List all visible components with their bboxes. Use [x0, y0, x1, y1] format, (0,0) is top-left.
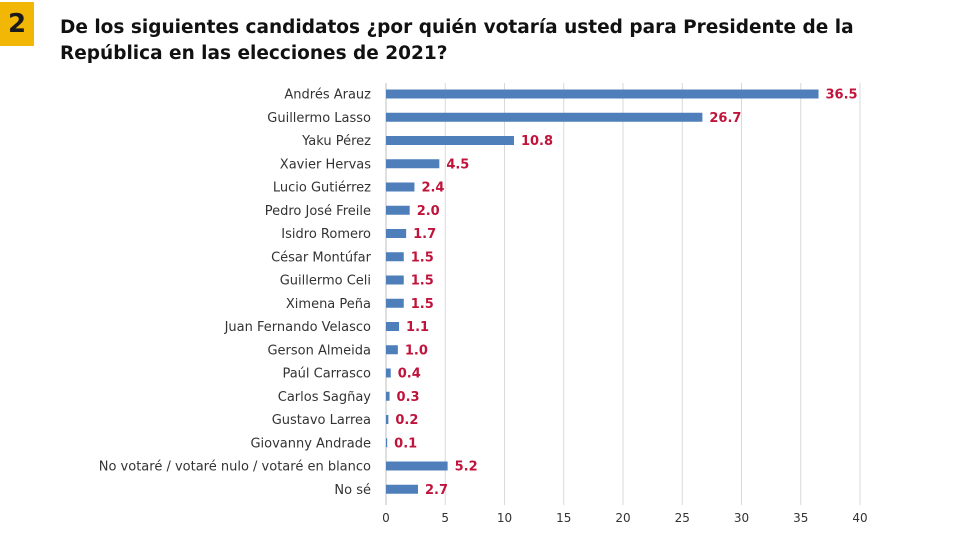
category-labels: Andrés Arauz Guillermo Lasso Yaku Pérez Xav…: [99, 88, 372, 498]
category-label: Isidro Romero: [281, 227, 371, 242]
bar: [386, 368, 391, 378]
category-label: Giovanny Andrade: [250, 436, 371, 451]
category-label: Juan Fernando Velasco: [224, 320, 371, 335]
x-tick-label: 0: [382, 511, 390, 525]
bar: [386, 182, 415, 192]
category-label: Carlos Sagñay: [278, 390, 372, 405]
value-label: 2.7: [425, 483, 448, 498]
category-label: Lucio Gutiérrez: [273, 181, 371, 196]
value-label: 36.5: [826, 88, 858, 103]
question-number-badge: 2: [0, 2, 34, 46]
category-label: No sé: [334, 483, 371, 498]
x-tick-label: 20: [615, 511, 630, 525]
value-label: 1.0: [405, 343, 428, 358]
category-label: No votaré / votaré nulo / votaré en blan…: [99, 460, 371, 475]
value-label: 1.7: [413, 227, 436, 242]
value-label: 0.4: [398, 367, 421, 382]
category-label: Yaku Pérez: [301, 134, 371, 149]
question-title: De los siguientes candidatos ¿por quién …: [60, 17, 854, 64]
value-label: 1.1: [406, 320, 429, 335]
bar: [386, 136, 514, 145]
category-label: Pedro José Freile: [265, 204, 371, 219]
bar: [386, 112, 703, 122]
value-label: 2.0: [417, 204, 440, 219]
value-label: 0.3: [397, 390, 420, 405]
value-label: 1.5: [411, 250, 434, 265]
value-label: 1.5: [411, 297, 434, 312]
category-label: Gerson Almeida: [267, 343, 371, 358]
value-labels: 36.5 26.7 10.8 4.52.4 2.0 1.7 1.5 1.5 1.5 1.1 1.0 0…: [394, 88, 857, 498]
value-label: 26.7: [709, 111, 741, 126]
x-tick-label: 30: [734, 511, 749, 525]
bar: [386, 205, 410, 215]
x-tick-label: 15: [556, 511, 571, 525]
category-label: Paúl Carrasco: [282, 367, 371, 382]
bar: [386, 252, 404, 262]
category-label: Xavier Hervas: [280, 157, 371, 172]
value-label: 0.1: [394, 436, 417, 451]
value-label: 5.2: [455, 460, 478, 475]
value-label: 4.5: [446, 157, 469, 172]
bar: [386, 391, 390, 401]
bar: [386, 298, 404, 308]
x-tick-label: 35: [793, 511, 808, 525]
category-label: Ximena Peña: [286, 297, 371, 312]
category-label: César Montúfar: [271, 250, 372, 265]
x-tick-label: 40: [852, 511, 867, 525]
category-label: Andrés Arauz: [284, 88, 371, 103]
bar: [386, 275, 404, 285]
gridlines: [444, 83, 861, 505]
category-label: Guillermo Lasso: [267, 111, 371, 126]
bar: [386, 484, 418, 494]
bars: [386, 89, 819, 494]
x-axis-ticks: 0 5 10 15 20 25 30 35 40: [382, 511, 867, 525]
value-label: 1.5: [411, 274, 434, 289]
value-label: 2.4: [421, 181, 444, 196]
bar: [386, 159, 440, 169]
x-tick-label: 5: [441, 511, 449, 525]
bar: [386, 345, 398, 355]
bar: [386, 229, 407, 238]
value-label: 0.2: [395, 413, 418, 428]
x-tick-label: 25: [675, 511, 690, 525]
category-label: Guillermo Celi: [280, 274, 371, 289]
category-label: Gustavo Larrea: [272, 413, 371, 428]
bar: [386, 322, 400, 331]
x-tick-label: 10: [497, 511, 512, 525]
bar: [386, 461, 448, 471]
bar: [386, 89, 819, 99]
value-label: 10.8: [521, 134, 553, 149]
bar: [386, 415, 389, 424]
bar: [386, 438, 388, 448]
